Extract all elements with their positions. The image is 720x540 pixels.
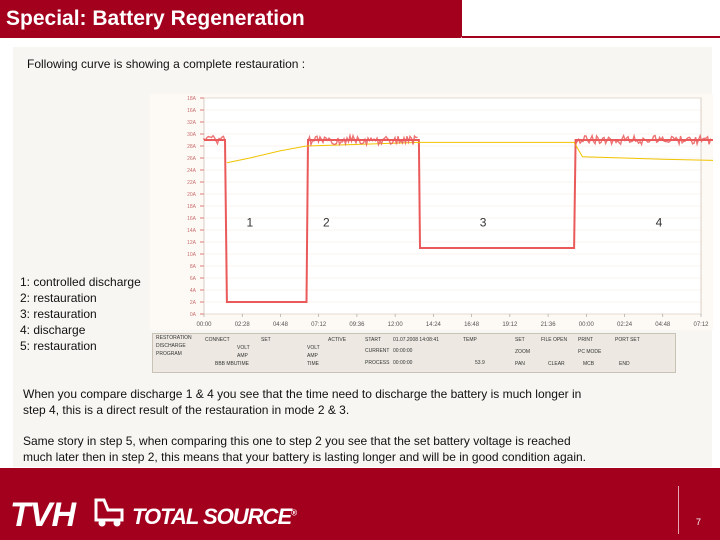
x-tick-label: 09:36 xyxy=(349,322,365,328)
process-value: 00:00:00 xyxy=(393,360,413,366)
x-tick-label: 00:00 xyxy=(579,322,595,328)
y-tick-label: 12A xyxy=(187,240,197,246)
x-tick-label: 21:36 xyxy=(541,322,557,328)
y-tick-label: 8A xyxy=(190,264,197,270)
amp-label-b: AMP xyxy=(307,353,318,359)
y-tick-label: 6A xyxy=(190,276,197,282)
y-tick-label: 30A xyxy=(187,132,197,138)
paragraph-line: step 4, this is a direct result of the r… xyxy=(23,403,350,417)
y-tick-label: 20A xyxy=(187,192,197,198)
y-tick-label: 26A xyxy=(187,156,197,162)
x-tick-label: 12:00 xyxy=(388,322,404,328)
forklift-icon xyxy=(94,498,124,527)
temp-value: 53.9 xyxy=(475,360,485,366)
port-set-button[interactable]: PORT SET xyxy=(615,337,640,343)
step-label: 2 xyxy=(323,215,330,229)
connect-button[interactable]: CONNECT xyxy=(205,337,230,343)
discharge-noise-band xyxy=(307,132,418,148)
legend-item: 3: restauration xyxy=(20,307,97,321)
step-label: 1 xyxy=(247,215,254,229)
y-tick-label: 18A xyxy=(187,204,197,210)
x-tick-label: 07:12 xyxy=(693,322,709,328)
y-tick-label: 24A xyxy=(187,168,197,174)
mode-restoration[interactable]: RESTORATION xyxy=(156,335,192,341)
total-source-logo: TOTAL SOURCE® xyxy=(132,504,297,529)
legend-item: 1: controlled discharge xyxy=(20,275,141,289)
y-tick-label: 0A xyxy=(190,312,197,318)
y-tick-label: 2A xyxy=(190,300,197,306)
x-tick-label: 07:12 xyxy=(311,322,327,328)
comparison-paragraph-1: When you compare discharge 1 & 4 you see… xyxy=(23,386,581,418)
pan-button[interactable]: PAN xyxy=(515,361,525,367)
step-label: 3 xyxy=(480,215,487,229)
process-label: PROCESS xyxy=(365,360,390,366)
y-tick-label: 14A xyxy=(187,228,197,234)
chart-svg: 18A16A32A30A28A26A24A22A20A18A16A14A12A1… xyxy=(150,94,720,330)
x-tick-label: 14:24 xyxy=(426,322,442,328)
amp-label: AMP xyxy=(237,353,248,359)
legend-item: 4: discharge xyxy=(20,323,86,337)
title-bar: Special: Battery Regeneration xyxy=(0,0,462,38)
start-value: 01.07.2008 14:08:41 xyxy=(393,337,439,343)
y-tick-label: 10A xyxy=(187,252,197,258)
step-legend: 1: controlled discharge 2: restauration … xyxy=(20,274,141,354)
discharge-series-line xyxy=(204,139,720,303)
mode-discharge[interactable]: DISCHARGE xyxy=(156,343,186,349)
set-label: SET xyxy=(261,337,271,343)
end-button[interactable]: END xyxy=(619,361,630,367)
paragraph-line: much later then in step 2, this means th… xyxy=(23,450,586,464)
comparison-paragraph-2: Same story in step 5, when comparing thi… xyxy=(23,433,586,465)
zoom-button[interactable]: ZOOM xyxy=(515,349,530,355)
tvh-logo: TVH xyxy=(10,496,76,534)
voltage-series-line xyxy=(226,141,720,164)
y-tick-label: 4A xyxy=(190,288,197,294)
current-value: 00:00:00 xyxy=(393,348,413,354)
y-tick-label: 22A xyxy=(187,180,197,186)
x-tick-label: 16:48 xyxy=(464,322,480,328)
discharge-noise-band xyxy=(203,134,226,146)
title-divider xyxy=(462,36,720,38)
y-tick-label: 16A xyxy=(187,108,197,114)
print-button[interactable]: PRINT xyxy=(578,337,593,343)
time-label: TIME xyxy=(237,361,249,367)
active-label: ACTIVE xyxy=(328,337,347,343)
clear-button[interactable]: CLEAR xyxy=(548,361,565,367)
regeneration-chart: 18A 16A 32A 30A 28A 26A 24A 22A 20A 18A 16A 14A 12A 1… xyxy=(150,94,720,330)
x-tick-label: 04:48 xyxy=(273,322,289,328)
footer-bar xyxy=(0,468,720,540)
mcb-button[interactable]: MCB xyxy=(583,361,595,367)
legend-item: 5: restauration xyxy=(20,339,97,353)
footer-divider xyxy=(678,486,679,534)
x-tick-label: 02:28 xyxy=(235,322,251,328)
file-open-button[interactable]: FILE OPEN xyxy=(541,337,568,343)
pc-mode-button[interactable]: PC MODE xyxy=(578,349,602,355)
volt-label-b: VOLT xyxy=(307,345,320,351)
x-tick-label: 04:48 xyxy=(655,322,671,328)
page-number: 7 xyxy=(696,517,702,527)
paragraph-line: Same story in step 5, when comparing thi… xyxy=(23,434,571,448)
intro-text: Following curve is showing a complete re… xyxy=(27,57,306,71)
legend-item: 2: restauration xyxy=(20,291,97,305)
page-title: Special: Battery Regeneration xyxy=(6,7,305,30)
time-label-b: TIME xyxy=(307,361,319,367)
start-label: START xyxy=(365,337,381,343)
temp-label: TEMP xyxy=(463,337,477,343)
y-tick-label: 32A xyxy=(187,120,197,126)
volt-label: VOLT xyxy=(237,345,250,351)
current-label: CURRENT xyxy=(365,348,390,354)
y-tick-label: 16A xyxy=(187,216,197,222)
y-tick-label: 28A xyxy=(187,144,197,150)
discharge-noise-band xyxy=(574,133,720,147)
x-tick-label: 00:00 xyxy=(196,322,212,328)
paragraph-line: When you compare discharge 1 & 4 you see… xyxy=(23,387,582,401)
mode-mbu[interactable]: BBB MBU xyxy=(215,361,238,367)
x-tick-label: 19:12 xyxy=(502,322,518,328)
step-label: 4 xyxy=(656,215,663,229)
set-button[interactable]: SET xyxy=(515,337,525,343)
mode-program[interactable]: PROGRAM xyxy=(156,351,182,357)
x-tick-label: 02:24 xyxy=(617,322,633,328)
control-panel: RESTORATION DISCHARGE PROGRAM BBB MBU CO… xyxy=(152,333,676,373)
y-tick-label: 18A xyxy=(187,96,197,102)
